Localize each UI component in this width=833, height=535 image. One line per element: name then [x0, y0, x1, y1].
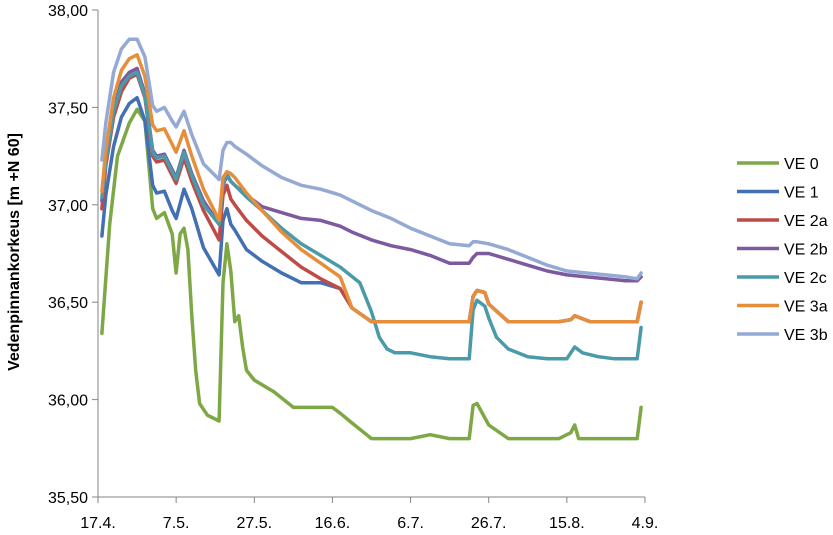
- legend-label: VE 3a: [784, 299, 828, 316]
- legend-label: VE 1: [784, 185, 819, 202]
- x-tick-label: 6.7.: [397, 515, 424, 532]
- y-tick-label: 37,50: [48, 100, 88, 117]
- series-line-1: [100, 107, 643, 441]
- legend: VE 0 VE 1 VE 2a VE 2b VE 2c VE 3a VE 3b: [737, 156, 828, 344]
- legend-label: VE 2b: [784, 242, 828, 259]
- y-tick-label: 38,00: [48, 3, 88, 20]
- x-tick-label: 16.6.: [315, 515, 351, 532]
- series-line-7: [100, 37, 643, 281]
- series-line-5: [100, 70, 643, 361]
- legend-label: VE 3b: [784, 327, 828, 344]
- series-line-6: [100, 53, 643, 324]
- x-tick-label: 26.7.: [471, 515, 507, 532]
- y-tick-label: 36,00: [48, 393, 88, 410]
- series-line-4: [100, 66, 643, 283]
- x-tick-label: 4.9.: [632, 515, 659, 532]
- series-group: [100, 37, 643, 441]
- y-tick-label: 36,50: [48, 295, 88, 312]
- y-tick-label: 37,00: [48, 198, 88, 215]
- legend-label: VE 2c: [784, 270, 827, 287]
- x-tick-label: 15.8.: [549, 515, 585, 532]
- x-tick-label: 7.5.: [163, 515, 190, 532]
- x-tick-label: 17.4.: [80, 515, 116, 532]
- plot-area: 35,50 36,00 36,50 37,00 37,50 38,00 17.4. 7.5. 2…: [48, 3, 658, 532]
- legend-label: VE 2a: [784, 213, 828, 230]
- y-tick-label: 35,50: [48, 490, 88, 507]
- x-tick-label: 27.5.: [236, 515, 272, 532]
- y-axis-title: Vedenpinnankorkeus [m +N 60]: [6, 133, 23, 371]
- legend-label: VE 0: [784, 156, 819, 173]
